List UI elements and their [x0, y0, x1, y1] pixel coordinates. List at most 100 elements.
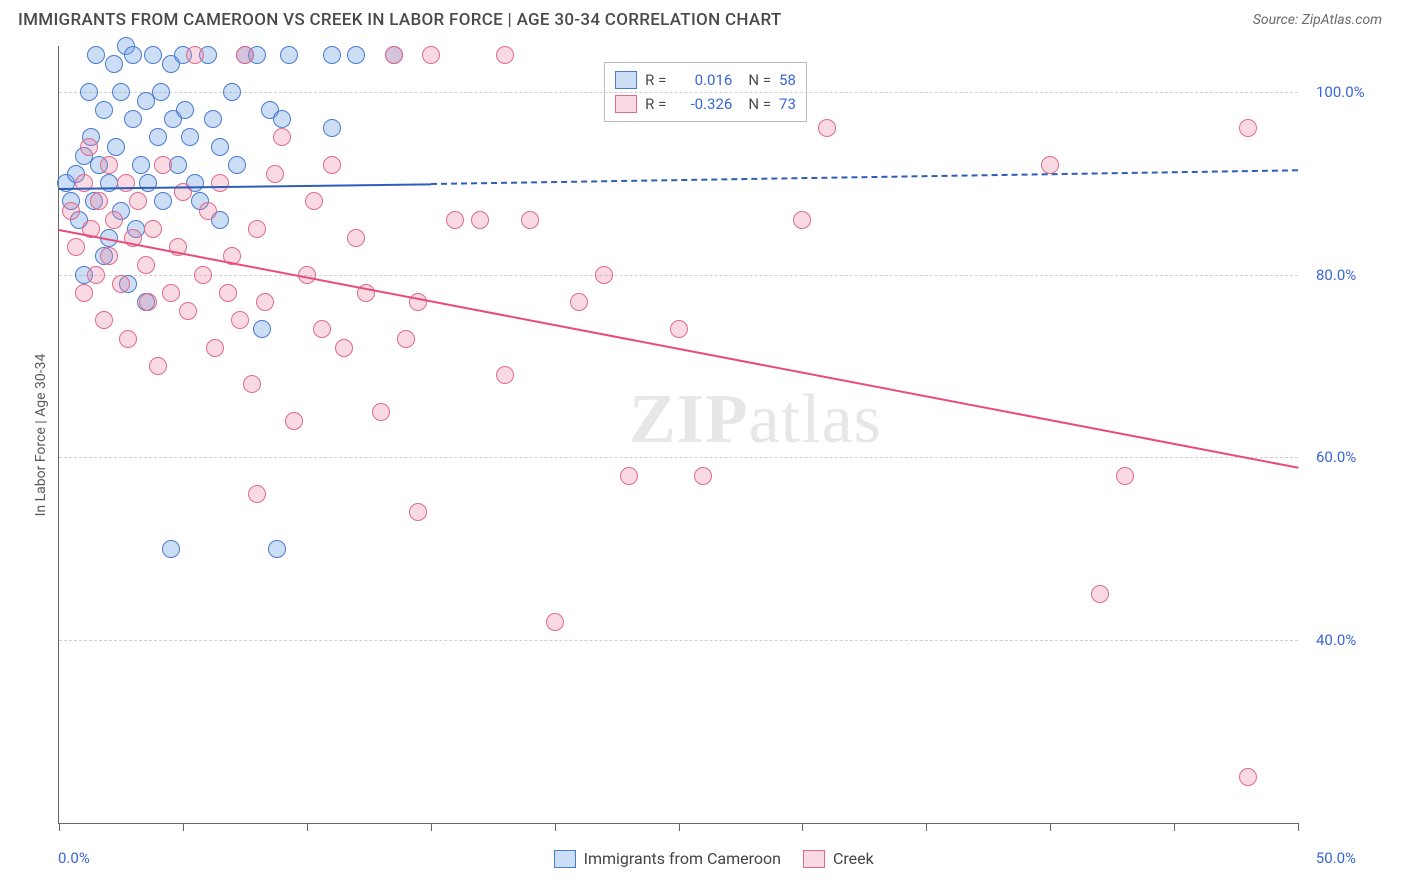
gridline [59, 457, 1298, 458]
data-point [313, 320, 331, 338]
y-tick-label: 60.0% [1316, 448, 1356, 466]
watermark: ZIPatlas [629, 380, 882, 460]
data-point [268, 540, 286, 558]
y-axis-label: In Labor Force | Age 30-34 [33, 353, 49, 516]
data-point [422, 46, 440, 64]
data-point [211, 174, 229, 192]
x-axis-start-label: 0.0% [58, 849, 90, 867]
data-point [206, 339, 224, 357]
x-tick [555, 823, 556, 831]
x-tick [802, 823, 803, 831]
data-point [397, 330, 415, 348]
data-point [273, 110, 291, 128]
data-point [154, 192, 172, 210]
data-point [570, 293, 588, 311]
data-point [347, 46, 365, 64]
gridline [59, 275, 1298, 276]
data-point [100, 247, 118, 265]
chart-container: In Labor Force | Age 30-34 ZIPatlas R =0… [18, 46, 1388, 872]
legend-item: Immigrants from Cameroon [554, 849, 781, 868]
data-point [248, 220, 266, 238]
data-point [385, 46, 403, 64]
data-point [219, 284, 237, 302]
data-point [694, 467, 712, 485]
legend-item: Creek [803, 849, 874, 868]
data-point [112, 275, 130, 293]
gridline [59, 640, 1298, 641]
x-tick [431, 823, 432, 831]
data-point [62, 202, 80, 220]
x-tick [679, 823, 680, 831]
data-point [139, 174, 157, 192]
data-point [243, 375, 261, 393]
x-tick [1174, 823, 1175, 831]
data-point [162, 540, 180, 558]
data-point [124, 110, 142, 128]
data-point [248, 485, 266, 503]
data-point [347, 229, 365, 247]
data-point [179, 302, 197, 320]
data-point [112, 83, 130, 101]
data-point [335, 339, 353, 357]
data-point [181, 128, 199, 146]
data-point [162, 284, 180, 302]
data-point [117, 174, 135, 192]
data-point [256, 293, 274, 311]
data-point [199, 202, 217, 220]
data-point [1041, 156, 1059, 174]
legend-swatch [615, 95, 637, 113]
legend-swatch [615, 71, 637, 89]
data-point [323, 46, 341, 64]
source-attribution: Source: ZipAtlas.com [1253, 12, 1382, 28]
data-point [152, 83, 170, 101]
data-point [546, 613, 564, 631]
chart-title: IMMIGRANTS FROM CAMEROON VS CREEK IN LAB… [18, 10, 782, 30]
data-point [144, 220, 162, 238]
data-point [1091, 585, 1109, 603]
data-point [95, 101, 113, 119]
data-point [211, 138, 229, 156]
regression-line [59, 229, 1298, 469]
data-point [80, 138, 98, 156]
data-point [595, 266, 613, 284]
data-point [280, 46, 298, 64]
data-point [132, 156, 150, 174]
data-point [471, 211, 489, 229]
data-point [409, 293, 427, 311]
data-point [144, 46, 162, 64]
data-point [149, 128, 167, 146]
data-point [305, 192, 323, 210]
data-point [107, 138, 125, 156]
data-point [793, 211, 811, 229]
legend-series: Immigrants from Cameroon Creek [554, 849, 874, 868]
data-point [149, 357, 167, 375]
x-tick [1298, 823, 1299, 831]
y-tick-label: 40.0% [1316, 631, 1356, 649]
legend-row: R =0.016N =58 [615, 68, 796, 92]
data-point [87, 46, 105, 64]
data-point [323, 119, 341, 137]
data-point [818, 119, 836, 137]
data-point [496, 46, 514, 64]
legend-series-label: Immigrants from Cameroon [584, 849, 781, 868]
data-point [137, 256, 155, 274]
data-point [223, 83, 241, 101]
legend-series-label: Creek [833, 849, 874, 868]
data-point [266, 165, 284, 183]
data-point [100, 156, 118, 174]
y-tick-label: 80.0% [1316, 266, 1356, 284]
data-point [129, 192, 147, 210]
data-point [186, 46, 204, 64]
data-point [139, 293, 157, 311]
y-tick-label: 100.0% [1316, 83, 1365, 101]
x-tick [926, 823, 927, 831]
data-point [67, 238, 85, 256]
legend-swatch [803, 850, 825, 868]
data-point [87, 266, 105, 284]
data-point [231, 311, 249, 329]
data-point [105, 211, 123, 229]
data-point [521, 211, 539, 229]
x-tick [307, 823, 308, 831]
data-point [124, 46, 142, 64]
gridline [59, 92, 1298, 93]
